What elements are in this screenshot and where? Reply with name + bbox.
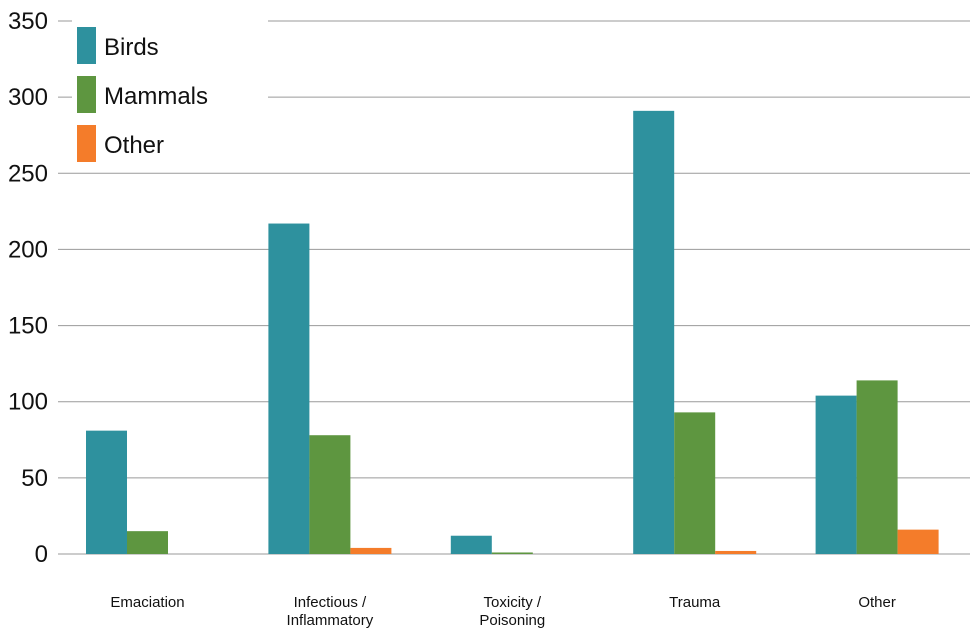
x-tick-label-line: Trauma — [669, 594, 721, 611]
legend-swatch-birds — [77, 27, 96, 64]
bar-other-3 — [715, 550, 757, 554]
x-tick-label: Toxicity / Poisoning — [479, 594, 545, 629]
bar-birds-3 — [633, 110, 675, 554]
y-tick-label: 150 — [8, 313, 48, 340]
x-tick-label: Other — [858, 594, 896, 611]
bar-mammals-2 — [491, 552, 533, 554]
bar-mammals-1 — [309, 435, 351, 554]
y-tick-label: 200 — [8, 236, 48, 263]
y-tick-label: 300 — [8, 84, 48, 111]
y-tick-label: 350 — [8, 8, 48, 35]
legend-label-birds: Birds — [104, 34, 159, 61]
x-tick-label-line: Toxicity / — [484, 594, 542, 611]
x-tick-label-line: Other — [858, 594, 896, 611]
bar-birds-1 — [268, 223, 310, 555]
bar-other-4 — [897, 529, 939, 554]
bar-birds-2 — [450, 535, 492, 554]
x-tick-label: Trauma — [669, 594, 721, 611]
legend-label-other: Other — [104, 132, 164, 159]
y-tick-label: 250 — [8, 160, 48, 187]
bar-mammals-0 — [127, 531, 168, 554]
x-tick-label-line: Poisoning — [479, 612, 545, 629]
bar-other-1 — [350, 547, 392, 554]
legend: Birds Mammals Other — [72, 18, 268, 168]
y-tick-label: 100 — [8, 389, 48, 416]
x-tick-label: Emaciation — [110, 594, 184, 611]
bar-birds-0 — [86, 430, 127, 554]
bar-birds-4 — [815, 395, 857, 554]
x-axis-ticks: Emaciation Infectious / Inflammatory Toxici… — [110, 594, 895, 629]
x-tick-label-line: Infectious / — [294, 594, 367, 611]
legend-label-mammals: Mammals — [104, 83, 208, 110]
y-tick-label: 50 — [21, 465, 48, 492]
y-axis-ticks: 0 50 100 150 200 250 300 350 — [8, 8, 48, 568]
legend-swatch-mammals — [77, 76, 96, 113]
x-tick-label: Infectious / Inflammatory — [287, 594, 374, 629]
bar-mammals-4 — [856, 380, 898, 554]
y-tick-label: 0 — [35, 541, 48, 568]
x-tick-label-line: Emaciation — [110, 594, 184, 611]
legend-swatch-other — [77, 125, 96, 162]
bar-mammals-3 — [674, 412, 716, 554]
x-tick-label-line: Inflammatory — [287, 612, 374, 629]
bars — [86, 110, 939, 555]
